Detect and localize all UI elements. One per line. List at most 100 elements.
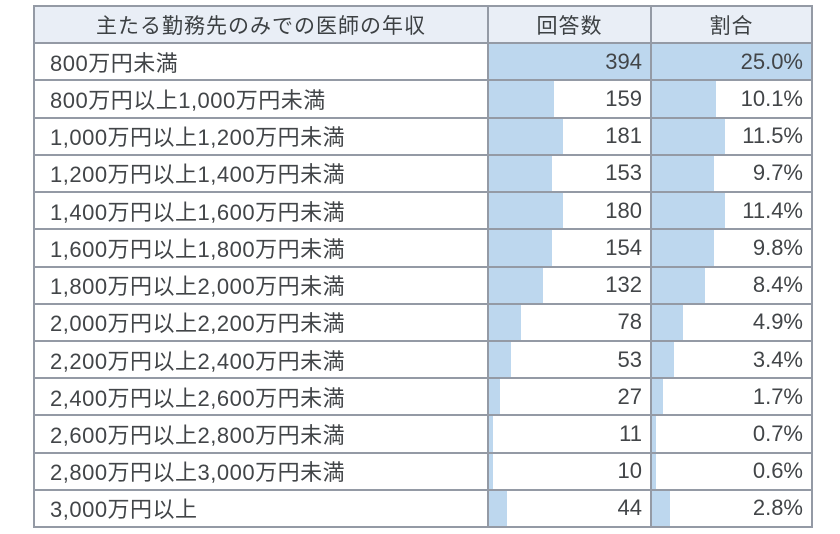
- count-cell: 53: [487, 341, 650, 378]
- ratio-cell: 10.1%: [650, 81, 811, 117]
- income-label: 1,800万円以上2,000万円未満: [50, 274, 346, 300]
- ratio-cell: 3.4%: [650, 341, 811, 378]
- table-row: 800万円未満 394 25.0%: [35, 42, 811, 80]
- count-bar: [489, 118, 563, 154]
- table-row: 1,000万円以上1,200万円未満 181 11.5%: [35, 116, 811, 154]
- count-value: 27: [617, 383, 642, 409]
- ratio-cell: 11.5%: [650, 118, 811, 154]
- table-row: 2,400万円以上2,600万円未満 27 1.7%: [35, 377, 811, 415]
- table-row: 2,200万円以上2,400万円未満 53 3.4%: [35, 339, 811, 378]
- count-value: 154: [605, 234, 642, 260]
- ratio-value: 3.4%: [752, 346, 803, 372]
- ratio-cell: 25.0%: [650, 44, 811, 80]
- ratio-value: 0.6%: [752, 458, 803, 484]
- count-bar: [489, 81, 554, 117]
- ratio-cell: 1.7%: [650, 379, 811, 415]
- income-survey-table: 主たる勤務先のみでの医師の年収 回答数 割合 800万円未満 394 25.0%…: [33, 5, 813, 528]
- ratio-bar: [652, 44, 811, 80]
- count-bar: [489, 341, 511, 378]
- ratio-cell: 0.7%: [650, 416, 811, 452]
- ratio-bar: [652, 267, 706, 303]
- table-row: 1,400万円以上1,600万円未満 180 11.4%: [35, 191, 811, 229]
- ratio-value: 11.4%: [742, 197, 803, 223]
- income-label: 800万円以上1,000万円未満: [50, 88, 326, 114]
- income-label: 2,400万円以上2,600万円未満: [50, 385, 346, 411]
- count-bar: [489, 193, 563, 229]
- table-header-row: 主たる勤務先のみでの医師の年収 回答数 割合: [35, 7, 811, 43]
- count-cell: 181: [487, 118, 650, 154]
- header-count: 回答数: [487, 7, 650, 43]
- ratio-value: 25.0%: [740, 48, 803, 74]
- ratio-value: 10.1%: [740, 86, 803, 112]
- count-cell: 44: [487, 490, 650, 527]
- ratio-cell: 0.6%: [650, 453, 811, 489]
- ratio-value: 4.9%: [752, 309, 803, 335]
- count-value: 180: [605, 197, 642, 223]
- ratio-cell: 9.7%: [650, 155, 811, 192]
- ratio-value: 11.5%: [742, 123, 803, 149]
- table-row: 1,200万円以上1,400万円未満 153 9.7%: [35, 153, 811, 192]
- ratio-value: 9.7%: [752, 160, 803, 186]
- count-bar: [489, 379, 501, 415]
- count-cell: 153: [487, 155, 650, 192]
- count-bar: [489, 453, 494, 489]
- table-row: 3,000万円以上 44 2.8%: [35, 488, 811, 527]
- income-label: 2,600万円以上2,800万円未満: [50, 423, 346, 449]
- ratio-bar: [652, 379, 663, 415]
- count-bar: [489, 490, 507, 527]
- ratio-bar: [652, 341, 674, 378]
- ratio-value: 1.7%: [752, 383, 803, 409]
- count-cell: 394: [487, 44, 650, 80]
- ratio-bar: [652, 81, 717, 117]
- header-income: 主たる勤務先のみでの医師の年収: [35, 7, 487, 43]
- ratio-cell: 11.4%: [650, 193, 811, 229]
- count-cell: 11: [487, 416, 650, 452]
- count-bar: [489, 44, 650, 80]
- ratio-cell: 9.8%: [650, 230, 811, 266]
- ratio-bar: [652, 453, 656, 489]
- ratio-value: 0.7%: [752, 421, 803, 447]
- count-cell: 10: [487, 453, 650, 489]
- count-cell: 27: [487, 379, 650, 415]
- count-value: 11: [619, 421, 642, 447]
- ratio-cell: 4.9%: [650, 304, 811, 340]
- table-row: 1,600万円以上1,800万円未満 154 9.8%: [35, 228, 811, 266]
- count-cell: 180: [487, 193, 650, 229]
- count-value: 132: [605, 272, 642, 298]
- ratio-bar: [652, 304, 684, 340]
- income-label: 1,200万円以上1,400万円未満: [50, 162, 346, 188]
- table-row: 2,800万円以上3,000万円未満 10 0.6%: [35, 451, 811, 489]
- income-label: 1,000万円以上1,200万円未満: [50, 125, 346, 151]
- table-row: 1,800万円以上2,000万円未満 132 8.4%: [35, 265, 811, 303]
- ratio-bar: [652, 490, 670, 527]
- count-bar: [489, 304, 521, 340]
- count-bar: [489, 230, 552, 266]
- ratio-value: 8.4%: [752, 272, 803, 298]
- income-label: 2,200万円以上2,400万円未満: [50, 348, 346, 374]
- header-ratio: 割合: [650, 7, 811, 43]
- income-label: 1,400万円以上1,600万円未満: [50, 199, 346, 225]
- ratio-value: 9.8%: [752, 234, 803, 260]
- count-value: 394: [605, 48, 642, 74]
- ratio-bar: [652, 118, 726, 154]
- count-bar: [489, 155, 552, 192]
- ratio-bar: [652, 155, 714, 192]
- income-label: 1,600万円以上1,800万円未満: [50, 236, 346, 262]
- ratio-bar: [652, 416, 657, 452]
- table-row: 2,000万円以上2,200万円未満 78 4.9%: [35, 302, 811, 340]
- count-value: 153: [605, 160, 642, 186]
- income-label: 800万円未満: [50, 50, 179, 76]
- count-bar: [489, 416, 494, 452]
- ratio-value: 2.8%: [752, 495, 803, 521]
- income-label: 3,000万円以上: [50, 497, 198, 523]
- count-cell: 159: [487, 81, 650, 117]
- count-value: 78: [617, 309, 642, 335]
- ratio-cell: 8.4%: [650, 267, 811, 303]
- ratio-bar: [652, 193, 725, 229]
- count-value: 53: [617, 346, 642, 372]
- count-cell: 154: [487, 230, 650, 266]
- count-value: 44: [617, 495, 642, 521]
- count-cell: 78: [487, 304, 650, 340]
- count-cell: 132: [487, 267, 650, 303]
